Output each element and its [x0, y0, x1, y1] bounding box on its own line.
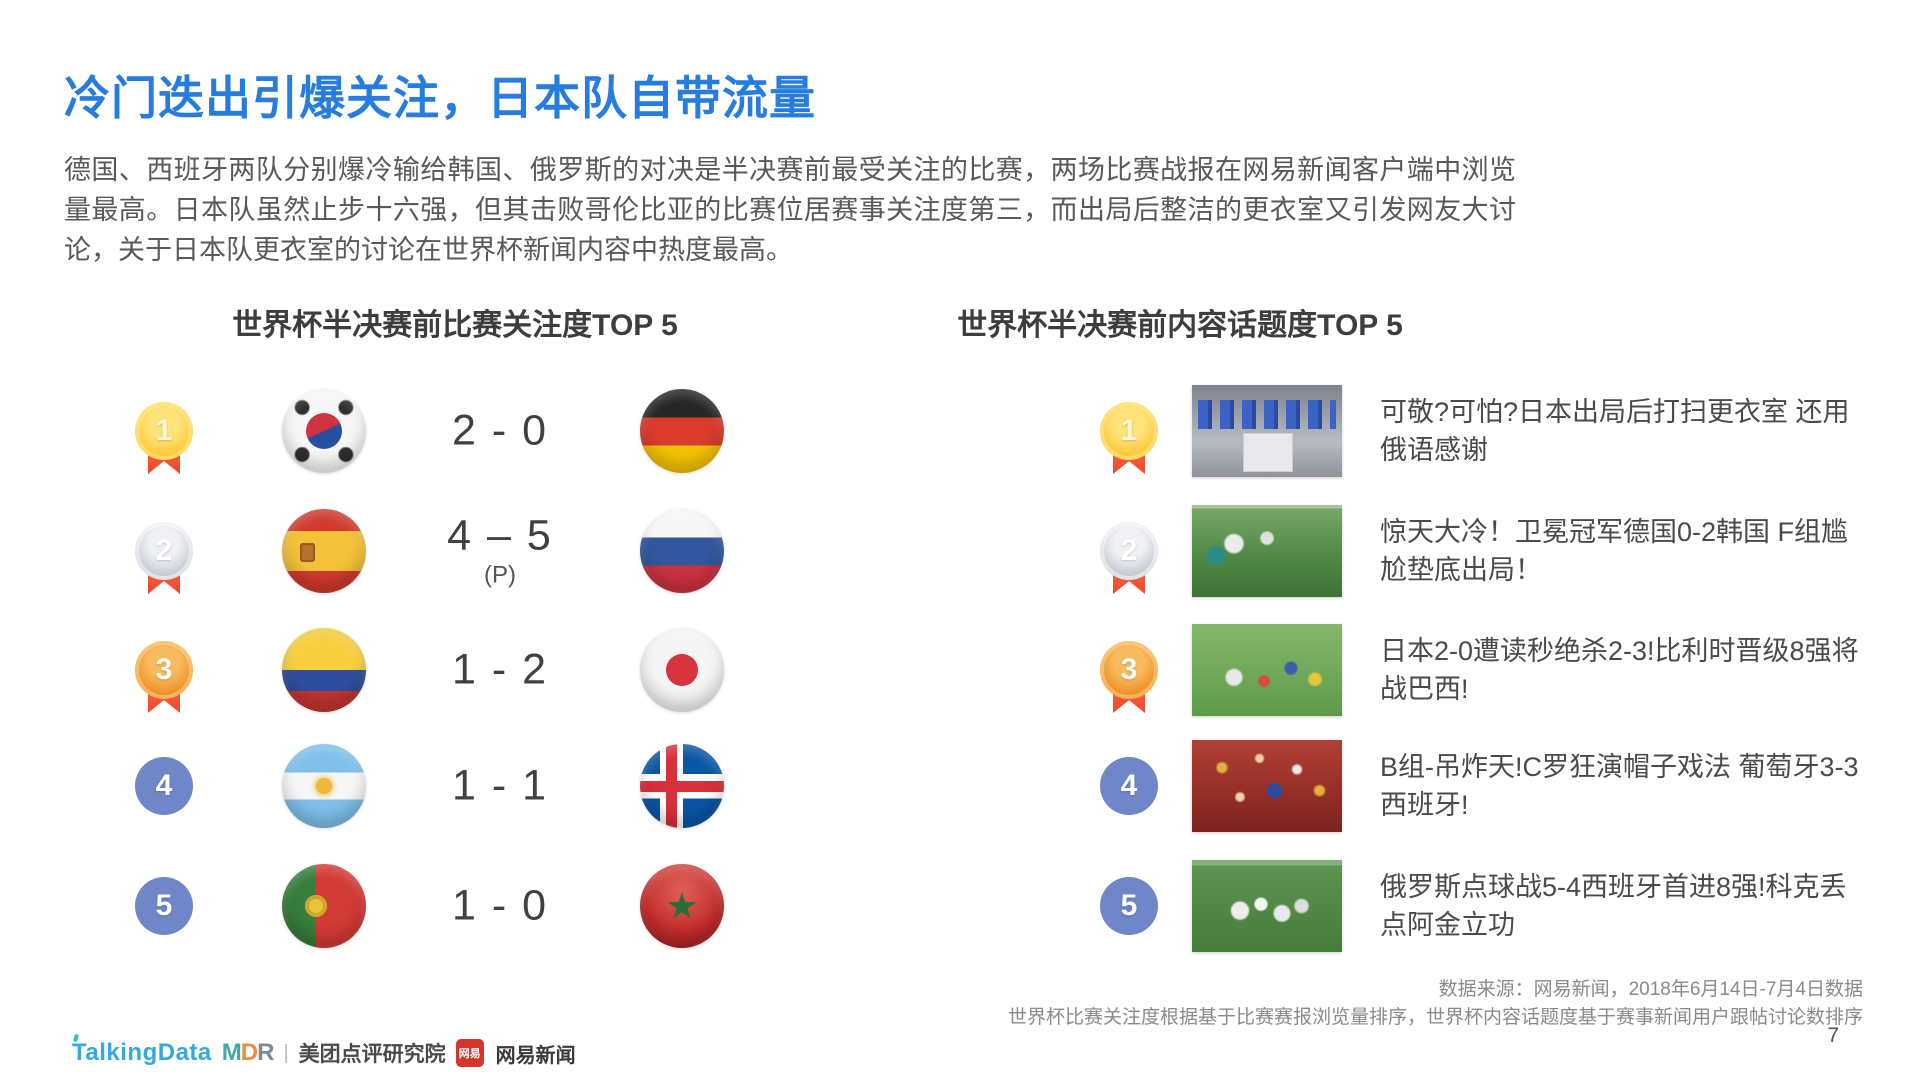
away-team-flag-icon	[640, 628, 724, 712]
home-team-flag-icon	[282, 628, 366, 712]
news-row: 2 惊天大冷！卫冕冠军德国0-2韩国 F组尴尬垫底出局！	[1100, 503, 1870, 599]
rank-medal-icon: 1	[1100, 402, 1158, 460]
page-number: 7	[1827, 1024, 1839, 1047]
news-thumbnail	[1192, 624, 1342, 716]
mdr-letter: D	[240, 1039, 258, 1066]
netease-badge-icon: 网易	[455, 1039, 484, 1067]
rank-medal-icon: 1	[135, 402, 193, 460]
news-row: 5 俄罗斯点球战5-4西班牙首进8强!科克丢点阿金立功	[1100, 858, 1870, 954]
rank-number: 2	[1100, 522, 1158, 580]
score-text: 2 - 0	[451, 406, 549, 455]
rank-number: 4	[135, 757, 193, 815]
score-text: 4 – 5	[447, 511, 553, 560]
news-headline: B组-吊炸天!C罗狂演帽子戏法 葡萄牙3-3西班牙!	[1380, 752, 1859, 820]
mdr-letter: M	[221, 1039, 242, 1066]
data-source-line1: 数据来源：网易新闻，2018年6月14日-7月4日数据	[1438, 979, 1863, 1000]
rank-medal-icon: 2	[135, 522, 193, 580]
data-source-note: 数据来源：网易新闻，2018年6月14日-7月4日数据 世界杯比赛关注度根据基于…	[1008, 976, 1863, 1032]
footer-logos: TalkingData MDR | 美团点评研究院 网易 网易新闻	[72, 1038, 576, 1068]
rank-number: 5	[135, 877, 193, 935]
news-thumbnail	[1192, 860, 1342, 952]
match-score: 1 - 0	[415, 882, 585, 931]
home-team-flag-icon	[282, 509, 366, 593]
away-team-flag-icon	[640, 389, 724, 473]
data-source-line2: 世界杯比赛关注度根据基于比赛赛报浏览量排序，世界杯内容话题度基于赛事新闻用户跟帖…	[1007, 1007, 1863, 1028]
news-headline: 俄罗斯点球战5-4西班牙首进8强!科克丢点阿金立功	[1380, 872, 1847, 940]
match-row: 1 2 - 0	[135, 383, 785, 479]
home-team-flag-icon	[282, 744, 366, 828]
news-row: 3 日本2-0遭读秒绝杀2-3!比利时晋级8强将战巴西!	[1100, 622, 1870, 718]
home-team-flag-icon	[282, 389, 366, 473]
rank-medal-icon: 3	[1100, 641, 1158, 699]
talkingdata-logo: TalkingData	[72, 1039, 212, 1066]
left-panel-heading: 世界杯半决赛前比赛关注度TOP 5	[232, 309, 678, 342]
news-row: 1 可敬?可怕?日本出局后打扫更衣室 还用俄语感谢	[1100, 383, 1870, 479]
match-score: 1 - 1	[415, 762, 585, 811]
away-team-flag-icon	[640, 864, 724, 948]
news-row: 4 B组-吊炸天!C罗狂演帽子戏法 葡萄牙3-3西班牙!	[1100, 738, 1870, 834]
news-thumbnail	[1192, 740, 1342, 832]
rank-number: 5	[1100, 877, 1158, 935]
score-text: 1 - 1	[451, 761, 549, 810]
match-score: 1 - 2	[415, 646, 585, 695]
score-note: (P)	[484, 561, 516, 589]
mdr-letter: R	[257, 1039, 274, 1066]
news-headline: 日本2-0遭读秒绝杀2-3!比利时晋级8强将战巴西!	[1380, 636, 1859, 704]
rank-number: 3	[135, 641, 193, 699]
mdr-logo: MDR	[221, 1039, 275, 1067]
match-score: 4 – 5 (P)	[415, 512, 585, 591]
rank-number: 1	[1100, 402, 1158, 460]
rank-medal-icon: 2	[1100, 522, 1158, 580]
right-panel-heading: 世界杯半决赛前内容话题度TOP 5	[957, 309, 1403, 342]
logo-divider: |	[283, 1041, 289, 1064]
score-text: 1 - 0	[451, 881, 549, 930]
match-score: 2 - 0	[415, 407, 585, 456]
rank-number: 2	[135, 522, 193, 580]
news-headline: 可敬?可怕?日本出局后打扫更衣室 还用俄语感谢	[1380, 397, 1850, 465]
summary-paragraph: 德国、西班牙两队分别爆冷输给韩国、俄罗斯的对决是半决赛前最受关注的比赛，两场比赛…	[64, 155, 1516, 265]
away-team-flag-icon	[640, 509, 724, 593]
match-row: 4 1 - 1	[135, 738, 785, 834]
match-row: 2 4 – 5 (P)	[135, 503, 785, 599]
home-team-flag-icon	[282, 864, 366, 948]
rank-number: 3	[1100, 641, 1158, 699]
rank-number: 1	[135, 402, 193, 460]
rank-number: 4	[1100, 757, 1158, 815]
match-row: 3 1 - 2	[135, 622, 785, 718]
page-title: 冷门迭出引爆关注，日本队自带流量	[64, 72, 816, 124]
news-thumbnail	[1192, 505, 1342, 597]
away-team-flag-icon	[640, 744, 724, 828]
netease-news-logo: 网易新闻	[495, 1044, 576, 1067]
rank-medal-icon: 5	[1100, 877, 1158, 935]
score-text: 1 - 2	[451, 645, 549, 694]
rank-medal-icon: 3	[135, 641, 193, 699]
match-row: 5 1 - 0	[135, 858, 785, 954]
meituan-research-logo: 美团点评研究院	[298, 1043, 446, 1066]
news-headline: 惊天大冷！卫冕冠军德国0-2韩国 F组尴尬垫底出局！	[1380, 517, 1849, 585]
rank-medal-icon: 4	[135, 757, 193, 815]
rank-medal-icon: 4	[1100, 757, 1158, 815]
rank-medal-icon: 5	[135, 877, 193, 935]
news-thumbnail	[1192, 385, 1342, 477]
